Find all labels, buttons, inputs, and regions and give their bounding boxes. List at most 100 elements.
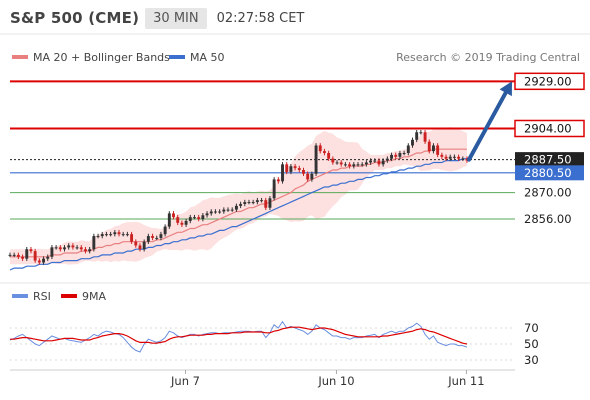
- candle-body-96: [411, 139, 414, 146]
- rsi-tick-30: 30: [524, 353, 539, 367]
- candle-body-12: [58, 247, 62, 250]
- candle-body-99: [423, 132, 427, 142]
- candle-body-70: [302, 170, 305, 174]
- bollinger-bands: [10, 127, 467, 265]
- level-label-2856.00: 2856.00: [524, 212, 572, 226]
- candle-body-100: [427, 141, 431, 152]
- candle-body-40: [176, 217, 180, 223]
- header-bar: S&P 500 (CME) 30 MIN 02:27:58 CET: [0, 6, 304, 30]
- candle-body-4: [25, 249, 29, 259]
- candle-body-84: [360, 164, 364, 166]
- candle-body-6: [33, 251, 37, 261]
- candle-body-104: [444, 156, 448, 159]
- candle-body-107: [457, 156, 461, 159]
- candle-body-93: [398, 153, 402, 157]
- ma50-legend-label: MA 50: [190, 51, 225, 64]
- candle-body-78: [335, 162, 339, 164]
- candle-body-55: [239, 203, 243, 206]
- rsi-ma-line: [10, 326, 468, 345]
- candle-body-69: [297, 168, 301, 170]
- candle-body-65: [281, 164, 284, 182]
- candle-body-32: [142, 241, 146, 250]
- candle-body-45: [197, 217, 201, 220]
- candle-body-56: [243, 202, 247, 204]
- candle-body-0: [8, 254, 12, 256]
- candle-body-76: [327, 153, 331, 159]
- level-label-2904.00: 2904.00: [524, 121, 572, 135]
- candle-body-13: [63, 247, 66, 250]
- candle-body-94: [402, 153, 406, 155]
- level-label-2870.00: 2870.00: [524, 186, 572, 200]
- candle-body-108: [461, 158, 465, 160]
- candle-body-54: [234, 205, 238, 210]
- candle-body-103: [440, 154, 444, 157]
- projection-arrow: [467, 81, 512, 162]
- candle-body-49: [213, 211, 217, 213]
- candle-body-59: [255, 200, 259, 203]
- x-tick-label-2: Jun 11: [447, 374, 484, 388]
- bollinger-band-area: [10, 127, 467, 265]
- candle-body-21: [96, 236, 100, 238]
- candle-body-36: [159, 234, 163, 238]
- ma9-legend-label: 9MA: [82, 290, 106, 303]
- candle-body-25: [113, 232, 117, 235]
- ma20-legend-label: MA 20 + Bollinger Bands: [33, 51, 170, 64]
- candle-body-58: [251, 202, 255, 204]
- candle-body-43: [188, 217, 192, 221]
- copyright-credit: Research © 2019 Trading Central: [396, 51, 580, 64]
- candle-body-101: [432, 145, 435, 152]
- level-label-box-2929.00: [514, 72, 585, 91]
- candle-body-77: [331, 158, 335, 163]
- candle-body-51: [222, 209, 226, 212]
- candle-body-15: [71, 245, 75, 248]
- projection-arrow-shaft: [467, 90, 508, 162]
- candle-body-83: [356, 164, 360, 166]
- candles: [8, 130, 469, 265]
- candle-body-52: [226, 209, 230, 211]
- candle-body-37: [163, 226, 167, 235]
- level-label-2880.50: 2880.50: [524, 166, 572, 180]
- rsi-legend-swatch: [12, 294, 28, 298]
- candle-body-18: [84, 249, 87, 252]
- candle-body-29: [130, 234, 134, 242]
- candle-body-11: [54, 247, 58, 249]
- timeframe-badge[interactable]: 30 MIN: [145, 7, 207, 29]
- candle-body-5: [29, 249, 33, 252]
- candle-body-9: [46, 256, 50, 259]
- candle-body-60: [260, 200, 264, 202]
- rsi-legend-label: RSI: [33, 290, 51, 303]
- timestamp: 02:27:58 CET: [216, 10, 305, 26]
- projection-arrow-head: [499, 81, 512, 97]
- candle-body-105: [448, 156, 452, 159]
- candle-body-86: [369, 160, 373, 163]
- instrument-title: S&P 500 (CME): [10, 9, 140, 27]
- candle-body-47: [205, 213, 209, 216]
- level-label-box-2887.50: [515, 152, 584, 168]
- x-tick-label-0: Jun 7: [170, 374, 200, 388]
- candle-body-22: [100, 234, 104, 237]
- candle-body-61: [264, 200, 268, 208]
- candle-body-92: [394, 154, 398, 157]
- candle-body-75: [322, 151, 326, 154]
- ma20-legend-swatch: [12, 55, 28, 59]
- candle-body-91: [390, 154, 393, 159]
- candle-body-95: [406, 145, 410, 154]
- candle-body-44: [193, 217, 196, 219]
- candle-body-85: [364, 162, 368, 165]
- x-axis: Jun 7 Jun 10 Jun 11: [170, 370, 485, 388]
- ma9-legend-swatch: [61, 294, 77, 298]
- candle-body-74: [318, 145, 322, 152]
- candle-body-87: [373, 160, 377, 162]
- candle-body-10: [50, 247, 54, 257]
- candle-body-39: [172, 213, 175, 218]
- candle-body-35: [155, 237, 159, 239]
- candle-body-2: [16, 254, 20, 257]
- candle-body-89: [381, 160, 385, 165]
- candle-body-82: [352, 164, 356, 167]
- candle-body-1: [12, 254, 16, 256]
- candle-body-81: [348, 164, 352, 167]
- rsi-panel: 70 50 30: [9, 320, 539, 367]
- candle-body-8: [42, 258, 45, 263]
